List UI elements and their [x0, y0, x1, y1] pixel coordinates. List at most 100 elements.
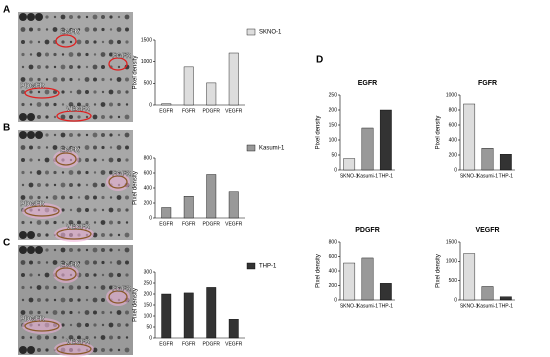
- blot-spot: [116, 195, 122, 200]
- bar: [161, 293, 172, 339]
- blot-spot: [19, 13, 27, 21]
- blot-spot: [85, 183, 89, 187]
- blot-spot: [61, 103, 65, 106]
- blot-spot: [125, 310, 129, 315]
- blot-spot: [85, 40, 89, 44]
- blot-spot: [100, 335, 106, 340]
- blot-spot: [77, 196, 81, 199]
- blot-spot: [69, 145, 73, 150]
- blot-spot: [61, 195, 65, 200]
- blot-spot: [45, 115, 49, 119]
- blot-spot: [85, 170, 89, 175]
- bar: [183, 66, 194, 106]
- blot-spot: [85, 273, 89, 277]
- blot-spot: [29, 90, 33, 94]
- bar: [206, 82, 217, 106]
- blot-spot: [85, 323, 89, 327]
- blot-spot: [29, 77, 33, 82]
- blot-spot: [101, 65, 105, 69]
- blot-spot: [44, 272, 50, 278]
- y-tick-label: 0: [334, 297, 337, 303]
- blot-spot: [109, 146, 113, 149]
- blot-spot: [69, 248, 73, 252]
- blot-spot: [20, 195, 26, 200]
- blot-spot: [124, 114, 130, 120]
- legend-swatch: [246, 28, 256, 36]
- bar: [228, 191, 239, 219]
- blot-ring: [56, 228, 92, 240]
- bar: [183, 292, 194, 339]
- blot-spot: [84, 260, 90, 265]
- blot-spot: [53, 285, 57, 290]
- blot-spot: [117, 348, 121, 352]
- blot-label: FGFR: [112, 286, 131, 293]
- blot-spot: [77, 133, 81, 137]
- blot-spot: [69, 115, 73, 119]
- blot-spot: [53, 183, 57, 187]
- blot-spot: [28, 297, 34, 303]
- blot-spot: [93, 195, 97, 200]
- blot-spot: [93, 260, 97, 265]
- blot-spot: [21, 285, 25, 290]
- blot-spot: [109, 78, 113, 81]
- blot-spot: [100, 102, 106, 107]
- x-tick-label: PDGFR: [203, 108, 221, 114]
- x-tick-label: SKNO-1: [340, 173, 359, 179]
- blot-spot: [45, 133, 49, 137]
- blot-spot: [117, 335, 121, 340]
- blot-spot: [125, 90, 129, 94]
- blot-spot: [125, 286, 129, 289]
- blot-spot: [109, 311, 113, 314]
- y-axis-label: Pixel density: [316, 254, 322, 288]
- blot-spot: [92, 132, 98, 138]
- blot-ring: [24, 205, 60, 217]
- blot-spot: [92, 297, 98, 303]
- blot-spot: [77, 115, 81, 119]
- blot-spot: [53, 90, 57, 94]
- blot-spot: [19, 346, 27, 354]
- blot-spot: [61, 323, 65, 327]
- blot-spot: [29, 310, 33, 315]
- blot-spot: [108, 322, 114, 328]
- x-tick-label: EGFR: [159, 341, 173, 347]
- blot-spot: [93, 145, 97, 150]
- blot-spot: [77, 335, 81, 340]
- x-tick-label: SKNO-1: [460, 303, 479, 309]
- legend-label: THP-1: [259, 264, 277, 270]
- blot-spot: [124, 232, 130, 238]
- bar: [463, 253, 476, 301]
- blot-spot: [125, 273, 129, 277]
- blot-spot: [37, 65, 41, 69]
- blot-spot: [52, 77, 58, 82]
- bar: [228, 319, 239, 339]
- blot-spot: [21, 90, 25, 94]
- blot-spot: [53, 15, 57, 19]
- chart-title: FGFR: [478, 80, 497, 87]
- blot-spot: [76, 89, 82, 95]
- blot-spot: [101, 145, 105, 150]
- blot-spot: [53, 133, 57, 137]
- blot-spot: [125, 171, 129, 174]
- blot-spot: [109, 248, 113, 252]
- x-tick-label: Kasumi-1: [477, 303, 498, 309]
- blot-spot: [76, 207, 82, 213]
- y-tick-label: 250: [329, 92, 338, 98]
- blot-spot: [109, 261, 113, 264]
- blot-spot: [109, 15, 113, 19]
- blot-spot: [101, 183, 105, 187]
- blot-spot: [93, 40, 97, 44]
- blot-spot: [37, 77, 41, 82]
- blot-spot: [84, 27, 90, 32]
- bar: [161, 207, 172, 219]
- bar: [161, 103, 172, 106]
- blot-spot: [108, 157, 114, 163]
- blot-spot: [69, 323, 73, 327]
- y-tick-label: 150: [329, 122, 338, 128]
- y-tick-label: 0: [334, 167, 337, 173]
- blot-spot: [61, 40, 65, 44]
- bar: [183, 196, 194, 219]
- blot-spot: [93, 208, 97, 212]
- blot-spot: [37, 260, 41, 265]
- blot-spot: [117, 90, 121, 94]
